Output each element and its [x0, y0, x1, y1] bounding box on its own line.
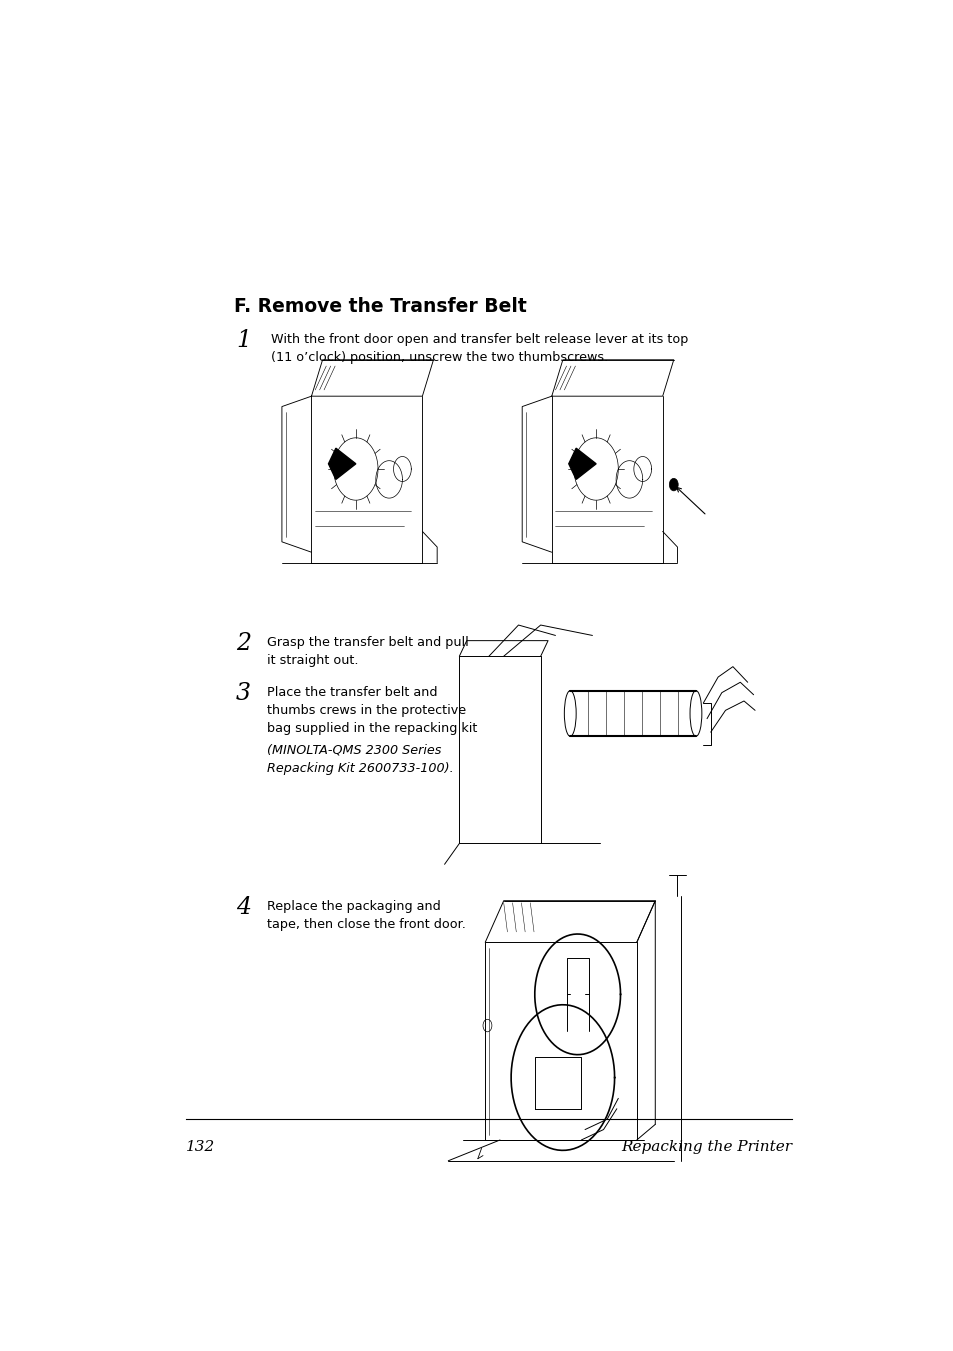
- Text: Grasp the transfer belt and pull
it straight out.: Grasp the transfer belt and pull it stra…: [267, 636, 468, 667]
- Text: 4: 4: [235, 896, 251, 919]
- Text: (MINOLTA-QMS 2300 Series
Repacking Kit 2600733-100).: (MINOLTA-QMS 2300 Series Repacking Kit 2…: [267, 743, 454, 774]
- Polygon shape: [568, 449, 596, 480]
- Text: 132: 132: [186, 1140, 214, 1154]
- Circle shape: [669, 478, 678, 490]
- Text: Repacking the Printer: Repacking the Printer: [620, 1140, 791, 1154]
- Text: 2: 2: [235, 632, 251, 655]
- Text: F. Remove the Transfer Belt: F. Remove the Transfer Belt: [233, 297, 526, 316]
- Polygon shape: [328, 449, 355, 480]
- Text: Replace the packaging and
tape, then close the front door.: Replace the packaging and tape, then clo…: [267, 900, 465, 931]
- Text: Place the transfer belt and
thumbs crews in the protective
bag supplied in the r: Place the transfer belt and thumbs crews…: [267, 686, 477, 735]
- Text: 1: 1: [235, 328, 251, 351]
- Text: With the front door open and transfer belt release lever at its top
(11 o’clock): With the front door open and transfer be…: [271, 332, 687, 363]
- Text: 3: 3: [235, 682, 251, 705]
